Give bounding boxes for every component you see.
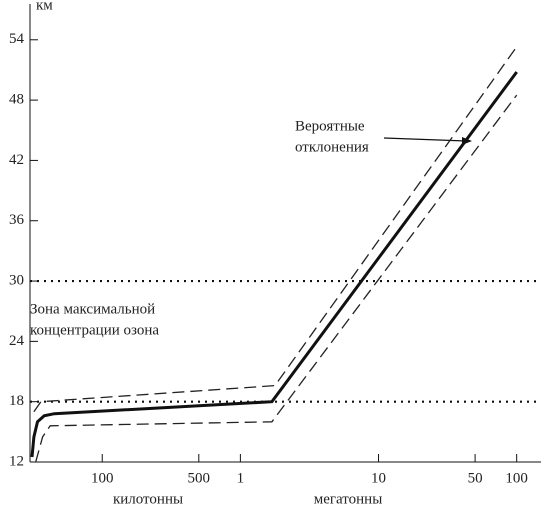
- line-series: [30, 71, 518, 458]
- x-group-label: килотонны: [113, 491, 183, 507]
- x-tick-label: 50: [468, 470, 483, 486]
- annotation: Зона максимальной: [30, 301, 155, 317]
- y-tick-label: 48: [9, 92, 24, 108]
- y-tick-label: 24: [9, 333, 25, 349]
- annotation: Вероятные: [295, 118, 365, 134]
- y-tick-label: 54: [9, 31, 25, 47]
- y-axis-label: км: [36, 0, 53, 13]
- x-tick-label: 10: [371, 470, 386, 486]
- y-tick-label: 12: [9, 453, 24, 469]
- y-tick-label: 30: [9, 272, 24, 288]
- y-tick-label: 36: [9, 212, 25, 228]
- x-tick-label: 500: [188, 470, 211, 486]
- line-series: [35, 94, 518, 463]
- arrow: [383, 137, 467, 142]
- x-tick-label: 1: [237, 470, 245, 486]
- annotation: концентрации озона: [30, 322, 159, 338]
- x-group-label: мегатонны: [314, 491, 383, 507]
- y-tick-label: 42: [9, 152, 24, 168]
- line-series: [33, 46, 518, 413]
- x-tick-label: 100: [91, 470, 114, 486]
- annotation: отклонения: [295, 139, 369, 155]
- x-tick-label: 100: [505, 470, 528, 486]
- y-tick-label: 18: [9, 393, 24, 409]
